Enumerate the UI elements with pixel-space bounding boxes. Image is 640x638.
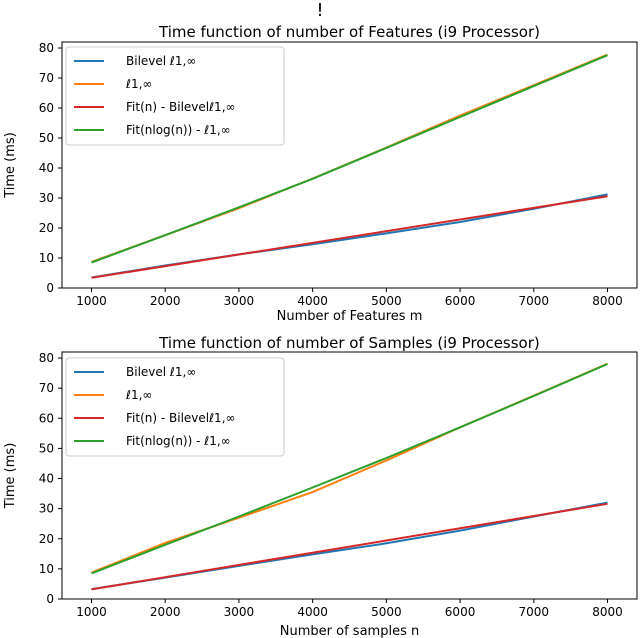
x-tick-label: 3000 [224,294,255,308]
x-tick-label: 8000 [592,605,623,619]
y-tick-label: 70 [39,381,54,395]
x-tick-label: 8000 [592,294,623,308]
legend-box [65,357,285,457]
x-tick-label: 1000 [76,294,107,308]
y-tick-label: 20 [39,532,54,546]
legend: Bilevel ℓ1,∞ ℓ1,∞ Fit(n) - Bilevelℓ1,∞ Fit(… [65,357,285,457]
legend-label-3: Fit(nlog(n)) - ℓ1,∞ [126,434,231,448]
y-tick-label: 10 [39,562,54,576]
y-tick-label: 40 [39,472,54,486]
x-tick-label: 6000 [445,605,476,619]
x-tick-label: 4000 [297,605,328,619]
x-tick-label: 7000 [519,294,550,308]
x-tick-label: 7000 [519,605,550,619]
legend-label-3: Fit(nlog(n)) - ℓ1,∞ [126,123,231,137]
x-tick-label: 4000 [297,294,328,308]
legend: Bilevel ℓ1,∞ ℓ1,∞ Fit(n) - Bilevelℓ1,∞ Fit(… [65,46,285,146]
legend-label-0: Bilevel ℓ1,∞ [126,365,196,379]
chart-title: Time function of number of Features (i9 … [158,23,540,41]
y-axis-label: Time (ms) [3,132,18,199]
x-tick-label: 1000 [76,605,107,619]
series-line-2 [91,502,608,591]
x-tick-label: 2000 [150,605,181,619]
series-line-2 [91,195,608,279]
legend-label-1: ℓ1,∞ [125,388,152,402]
y-tick-label: 80 [39,41,54,55]
samples-chart: Time function of number of Samples (i9 P… [3,334,638,638]
y-tick-label: 0 [46,592,54,606]
series-line-3 [91,363,608,575]
y-tick-label: 0 [46,281,54,295]
chart-title: Time function of number of Samples (i9 P… [158,334,540,352]
y-tick-label: 30 [39,191,54,205]
y-tick-label: 50 [39,131,54,145]
page-marker: ! [316,0,324,21]
y-tick-label: 80 [39,351,54,365]
x-tick-label: 6000 [445,294,476,308]
series-line-3 [91,54,608,264]
x-tick-label: 5000 [371,294,402,308]
plot-frame [61,41,638,289]
legend-label-2: Fit(n) - Bilevelℓ1,∞ [126,411,236,425]
legend-label-0: Bilevel ℓ1,∞ [126,54,196,68]
y-axis-label: Time (ms) [3,443,18,510]
y-tick-label: 60 [39,411,54,425]
x-axis-label: Number of Features m [277,309,423,322]
legend-box [65,46,285,146]
y-tick-label: 10 [39,251,54,265]
plot-frame [61,351,638,600]
features-chart: Time function of number of Features (i9 … [3,23,638,322]
y-tick-label: 40 [39,161,54,175]
y-tick-label: 70 [39,71,54,85]
y-tick-label: 50 [39,441,54,455]
legend-label-2: Fit(n) - Bilevelℓ1,∞ [126,100,236,114]
x-tick-label: 5000 [371,605,402,619]
legend-label-1: ℓ1,∞ [125,77,152,91]
x-tick-label: 2000 [150,294,181,308]
x-axis-label: Number of samples n [280,624,419,638]
y-tick-label: 60 [39,101,54,115]
y-tick-label: 30 [39,502,54,516]
y-tick-label: 20 [39,221,54,235]
x-tick-label: 3000 [224,605,255,619]
